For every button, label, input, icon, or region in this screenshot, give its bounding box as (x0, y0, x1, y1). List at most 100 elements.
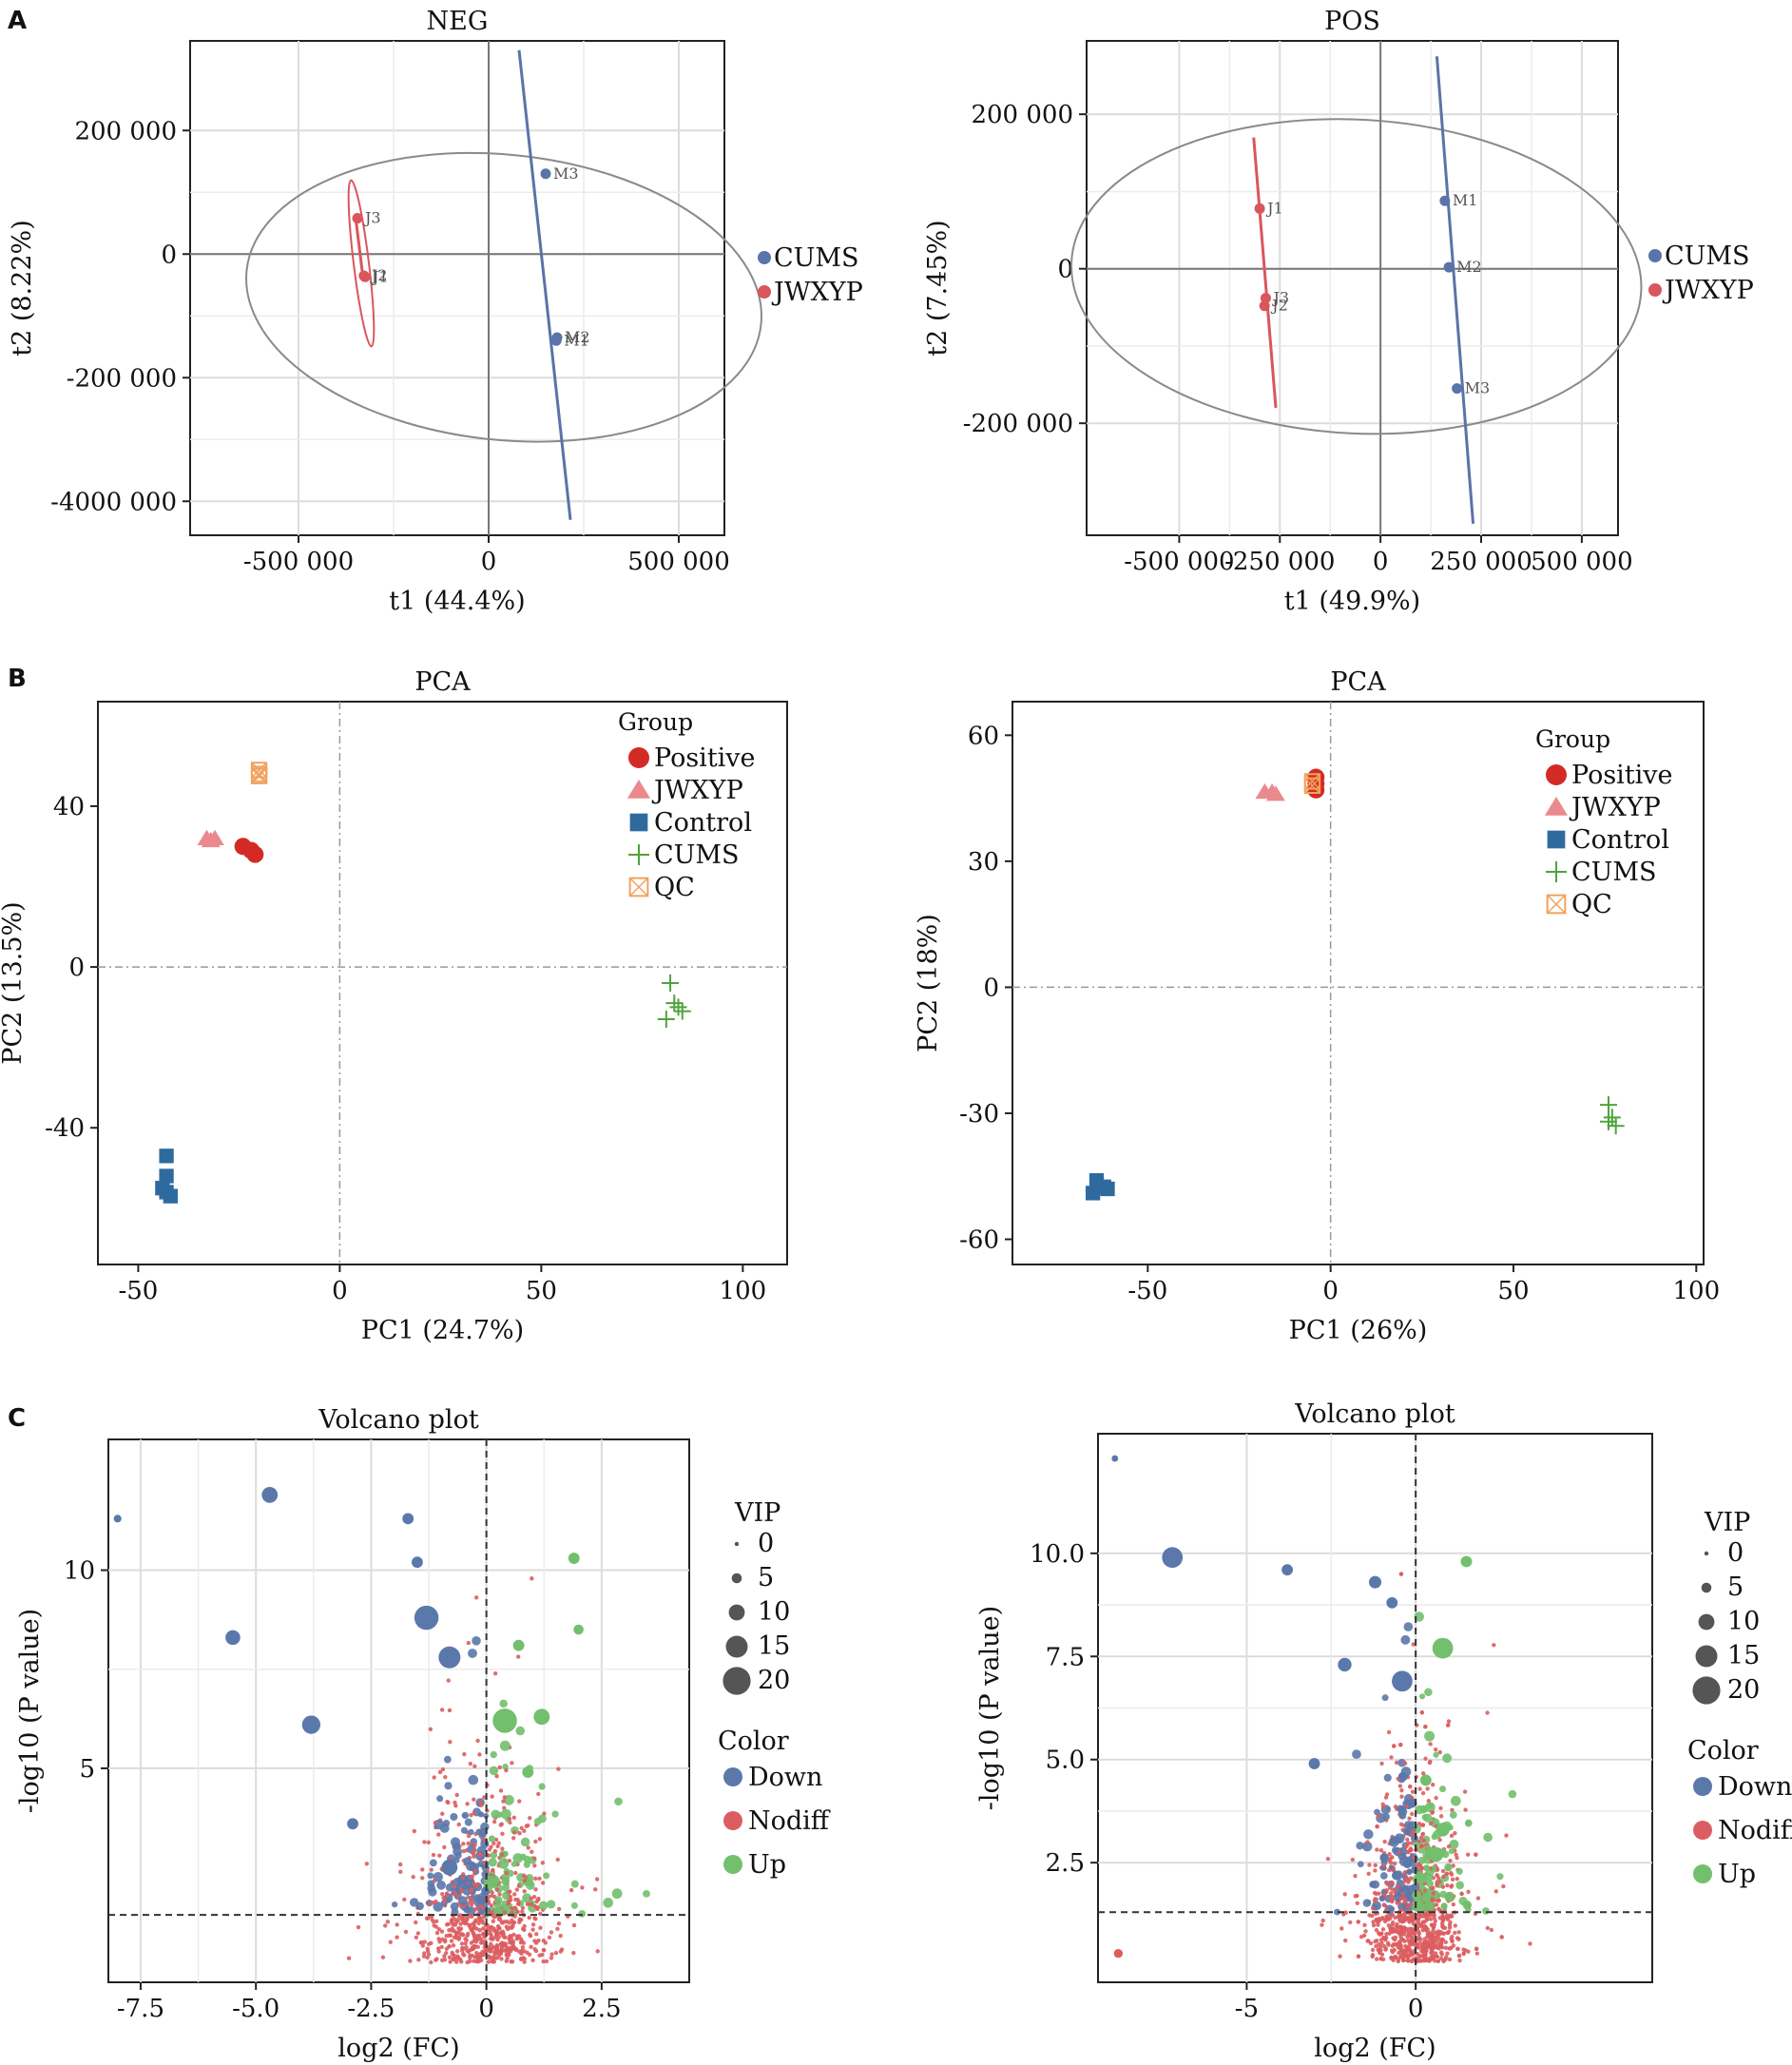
point-label: M2 (1456, 258, 1482, 276)
volcano-point (520, 1944, 526, 1950)
volcano-point (1390, 1920, 1396, 1925)
volcano-point (1394, 1923, 1399, 1929)
volcano-point (1403, 1844, 1408, 1849)
size-legend-marker (1698, 1613, 1715, 1631)
y-tick-label: -60 (959, 1225, 999, 1254)
volcano-point (436, 1880, 446, 1890)
volcano-point (1409, 1841, 1415, 1845)
volcano-point (1378, 1957, 1383, 1961)
chart-title: Volcano plot (1294, 1399, 1455, 1429)
legend-label: JWXYP (651, 776, 743, 805)
volcano-point (402, 1897, 407, 1902)
volcano-point (1425, 1940, 1430, 1945)
volcano-point (1381, 1892, 1387, 1897)
point-plus (1607, 1117, 1625, 1135)
volcano-point (1447, 1946, 1453, 1951)
volcano-point (1422, 1958, 1427, 1962)
volcano-point (427, 1883, 436, 1893)
volcano-point (1353, 1894, 1358, 1899)
volcano-point (1418, 1835, 1424, 1841)
volcano-point (480, 1919, 485, 1923)
volcano-point (471, 1850, 475, 1855)
volcano-point (1433, 1747, 1438, 1752)
volcano-point (1404, 1804, 1410, 1809)
y-tick-label: 0 (68, 954, 85, 982)
volcano-point (1417, 1786, 1422, 1791)
volcano-point (470, 1874, 474, 1879)
x-tick-label: 500 000 (1531, 548, 1633, 576)
volcano-point (578, 1910, 587, 1918)
volcano-point (463, 1940, 468, 1946)
point-plus (665, 994, 684, 1013)
point-boxx (628, 877, 649, 897)
legend-label: CUMS (774, 243, 859, 273)
hotelling-ellipse (1070, 118, 1643, 435)
volcano-point (459, 1941, 465, 1946)
volcano-point (429, 1859, 437, 1867)
volcano-point (529, 1944, 533, 1950)
x-axis-label: t1 (49.9%) (1284, 587, 1420, 616)
volcano-point (1392, 1861, 1397, 1866)
cums-trend-line (517, 49, 572, 520)
y-tick-label: -40 (45, 1114, 85, 1143)
score-point (1443, 261, 1455, 273)
volcano-point (426, 1952, 432, 1957)
volcano-point (1416, 1931, 1422, 1936)
y-axis-label: t2 (8.22%) (8, 220, 37, 356)
volcano-point (1440, 1884, 1446, 1889)
volcano-point (1421, 1941, 1426, 1946)
volcano-point (1375, 1847, 1379, 1852)
volcano-point (521, 1873, 527, 1878)
volcano-point (1428, 1917, 1434, 1921)
volcano-point (491, 1950, 497, 1955)
volcano-point (1482, 1907, 1490, 1915)
volcano-point (414, 1920, 418, 1925)
y-tick-label: 200 000 (971, 101, 1073, 129)
volcano-point (440, 1891, 445, 1897)
volcano-point (530, 1922, 536, 1927)
volcano-point (537, 1876, 542, 1882)
volcano-point (470, 1945, 475, 1950)
volcano-point (502, 1910, 508, 1915)
y-tick-label: 0 (983, 974, 999, 1002)
volcano-point (614, 1797, 623, 1806)
volcano-point (1376, 1814, 1381, 1819)
volcano-point (1445, 1882, 1450, 1888)
volcano-point (528, 1816, 532, 1821)
volcano-point (493, 1906, 503, 1916)
chart-volcano-1: -7.5 -5.0 -2.5 0 2.5 10 5 Volcano plot log2 (FC)… (15, 1405, 831, 2063)
volcano-point (1444, 1871, 1450, 1877)
x-axis-label: t1 (44.4%) (389, 587, 525, 616)
volcano-point (1423, 1725, 1428, 1729)
volcano-point (1384, 1888, 1389, 1893)
volcano-point (452, 1842, 461, 1851)
volcano-point (510, 1761, 514, 1766)
volcano-highlight-point (1428, 1846, 1444, 1862)
volcano-point (1426, 1798, 1432, 1804)
plot-frame (1086, 40, 1619, 536)
volcano-point (500, 1808, 511, 1820)
volcano-point (1449, 1913, 1454, 1918)
y-tick-label: 0 (161, 241, 177, 269)
volcano-highlight-point (414, 1605, 439, 1631)
volcano-point (528, 1932, 532, 1938)
volcano-point (1369, 1881, 1377, 1888)
volcano-point (513, 1947, 519, 1952)
volcano-point (515, 1726, 526, 1736)
volcano-point (1441, 1931, 1446, 1936)
volcano-point (1402, 1761, 1408, 1766)
volcano-point (466, 1640, 472, 1646)
x-tick-label: -50 (118, 1277, 158, 1305)
volcano-point (522, 1828, 527, 1833)
volcano-point (1408, 1901, 1413, 1907)
volcano-point (1390, 1887, 1396, 1892)
volcano-point (1422, 1895, 1431, 1903)
volcano-point (595, 1949, 600, 1954)
volcano-highlight-point (402, 1513, 414, 1525)
volcano-point (1378, 1895, 1386, 1901)
volcano-point (490, 1890, 494, 1895)
volcano-point (467, 1959, 472, 1964)
volcano-point (1453, 1830, 1457, 1836)
volcano-point (1474, 1852, 1478, 1857)
volcano-point (492, 1670, 498, 1676)
